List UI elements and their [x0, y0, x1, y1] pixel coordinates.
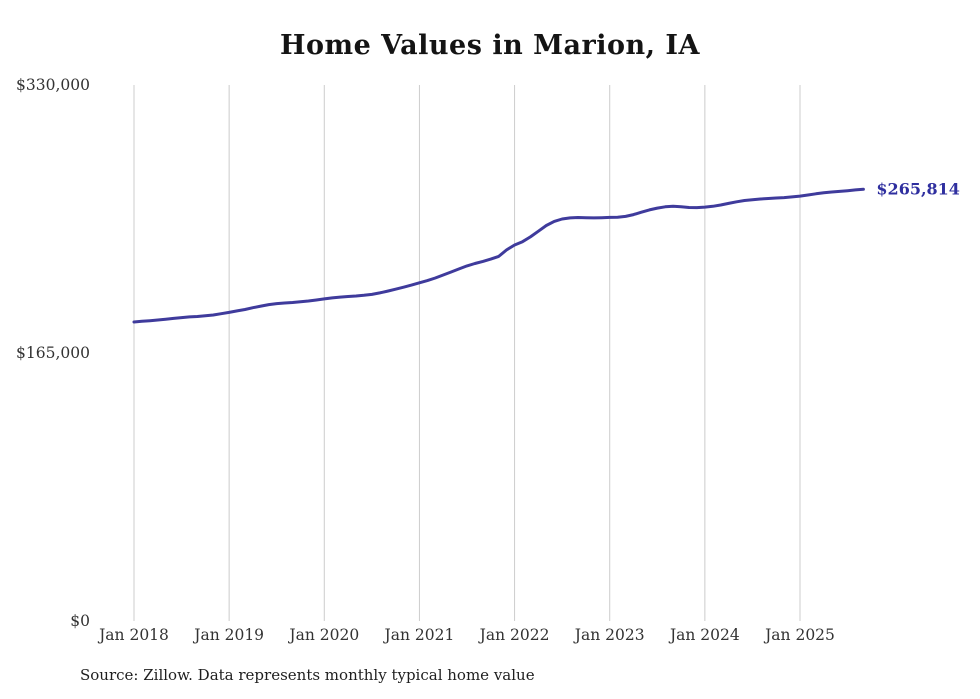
- y-tick-label: $0: [70, 612, 90, 630]
- source-note: Source: Zillow. Data represents monthly …: [80, 666, 535, 684]
- latest-value-label: $265,814: [876, 179, 960, 198]
- x-tick-label: Jan 2023: [573, 626, 645, 644]
- chart-canvas: Jan 2018 Jan 2019 Jan 2020 Jan 2021 Jan 2022…: [16, 76, 960, 644]
- x-tick-label: Jan 2019: [192, 626, 264, 644]
- x-tick-label: Jan 2018: [97, 626, 169, 644]
- x-tick-label: Jan 2024: [668, 626, 740, 644]
- y-tick-label: $330,000: [16, 76, 90, 94]
- x-tick-label: Jan 2022: [478, 626, 550, 644]
- x-tick-label: Jan 2020: [287, 626, 359, 644]
- value-line: [132, 187, 865, 324]
- y-tick-label: $165,000: [16, 344, 90, 362]
- chart-title: Home Values in Marion, IA: [280, 30, 700, 61]
- x-tick-label: Jan 2025: [763, 626, 835, 644]
- x-tick-label: Jan 2021: [383, 626, 455, 644]
